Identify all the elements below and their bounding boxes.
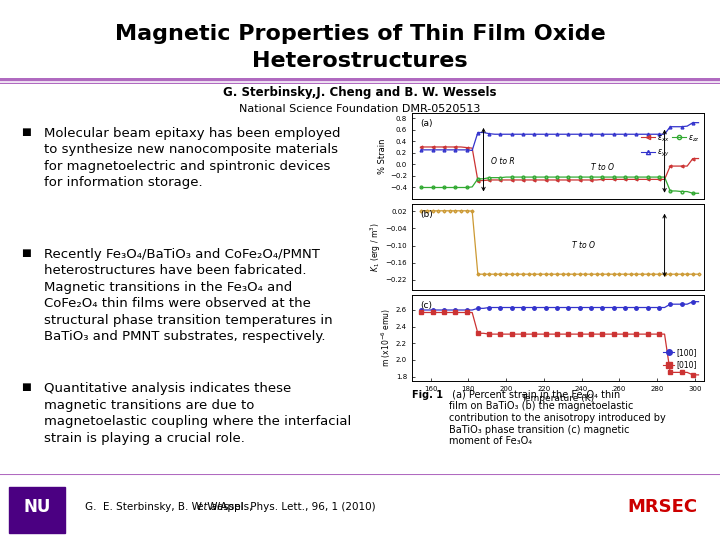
Text: T to O: T to O: [572, 241, 595, 250]
Text: T to O: T to O: [591, 163, 614, 172]
Text: Heterostructures: Heterostructures: [252, 51, 468, 71]
Text: et al.: et al.: [197, 502, 222, 512]
Text: Quantitative analysis indicates these
magnetic transitions are due to
magnetoela: Quantitative analysis indicates these ma…: [44, 382, 351, 445]
Text: Appl. Phys. Lett., 96, 1 (2010): Appl. Phys. Lett., 96, 1 (2010): [217, 502, 375, 512]
Y-axis label: $K_1$ (erg / m$^3$): $K_1$ (erg / m$^3$): [368, 222, 382, 272]
Legend: $\varepsilon_{xx}$, $\varepsilon_{yy}$, $\varepsilon_{zz}$: $\varepsilon_{xx}$, $\varepsilon_{yy}$, …: [641, 133, 701, 159]
FancyBboxPatch shape: [9, 487, 65, 532]
Text: G.  E. Sterbinsky, B. W. Wessels,: G. E. Sterbinsky, B. W. Wessels,: [85, 502, 256, 512]
Text: (a): (a): [420, 119, 433, 129]
Text: Fig. 1: Fig. 1: [412, 390, 443, 400]
Text: (a) Percent strain in the Fe₃O₄ thin
film on BaTiO₃ (b) the magnetoelastic
contr: (a) Percent strain in the Fe₃O₄ thin fil…: [449, 390, 666, 446]
Legend: [100], [010]: [100], [010]: [660, 345, 701, 373]
Text: ■: ■: [21, 127, 30, 137]
Text: MRSEC: MRSEC: [628, 498, 698, 516]
Text: ■: ■: [21, 382, 30, 393]
Text: (c): (c): [420, 301, 433, 310]
Text: NU: NU: [23, 498, 50, 516]
Text: Molecular beam epitaxy has been employed
to synthesize new nanocomposite materia: Molecular beam epitaxy has been employed…: [44, 127, 341, 189]
Text: (b): (b): [420, 210, 433, 219]
Text: National Science Foundation DMR-0520513: National Science Foundation DMR-0520513: [239, 104, 481, 114]
Text: O to R: O to R: [491, 157, 515, 166]
Text: ■: ■: [21, 248, 30, 258]
Y-axis label: m (x10$^{-6}$ emu): m (x10$^{-6}$ emu): [379, 308, 393, 367]
Text: G. Sterbinsky,J. Cheng and B. W. Wessels: G. Sterbinsky,J. Cheng and B. W. Wessels: [223, 86, 497, 99]
Text: Magnetic Properties of Thin Film Oxide: Magnetic Properties of Thin Film Oxide: [114, 24, 606, 44]
Text: Recently Fe₃O₄/BaTiO₃ and CoFe₂O₄/PMNT
heterostructures have been fabricated.
Ma: Recently Fe₃O₄/BaTiO₃ and CoFe₂O₄/PMNT h…: [44, 248, 333, 343]
X-axis label: Temperature (K): Temperature (K): [521, 394, 595, 403]
Y-axis label: % Strain: % Strain: [378, 138, 387, 174]
